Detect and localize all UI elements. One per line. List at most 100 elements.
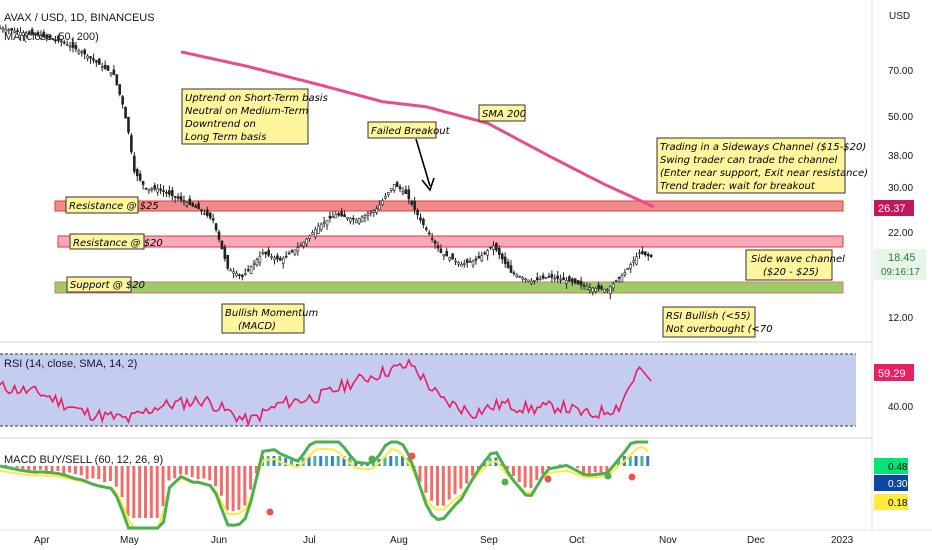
time-axis: Apr May Jun Jul Aug Sep Oct Nov Dec 2023 [34,535,854,546]
rsi-line [0,358,652,428]
price-candle [340,208,343,217]
price-candle [603,288,606,294]
price-candle [121,94,124,109]
price-candle [346,216,349,221]
month-label: Apr [34,535,50,546]
band-label-resistance-25: Resistance @ $25 [69,201,159,212]
macd-histogram-bar [348,457,352,466]
price-candle [141,180,145,190]
macd-cross-dot [501,478,509,486]
price-candle [24,30,28,39]
price-candle [465,258,469,268]
price-candle [200,208,203,215]
price-candle [144,187,148,190]
macd-badge-1 [874,458,908,474]
price-candle [611,281,615,292]
macd-histogram-bar [73,466,77,474]
price-candle [319,222,323,233]
price-candle [617,276,621,283]
price-candle [392,184,396,193]
note-rsi-line-1: RSI Bullish (<55) [666,311,751,322]
band-label-support-20: Support @ $20 [70,280,145,291]
currency-label: USD [889,11,910,22]
price-candle [165,189,168,198]
price-candle [206,206,209,218]
price-candle [515,272,519,279]
macd-histogram-bar [161,466,165,507]
macd-badge-2 [874,475,908,491]
macd-title: MACD BUY/SELL (60, 12, 26, 9) [4,454,163,466]
macd-histogram-bar [167,466,171,481]
macd-histogram-bar [108,466,112,482]
rsi-layer [0,358,652,428]
macd-histogram-bar [582,466,585,474]
month-label: Aug [390,535,408,546]
price-candle [68,41,72,52]
price-candle [36,30,40,37]
price-candle [103,60,107,70]
price-candle [556,270,560,283]
macd-histogram-bar [319,456,323,466]
note-failed-box [367,121,437,139]
price-candle [299,242,303,248]
macd-line [0,440,649,530]
price-candle [553,274,557,282]
price-candle [4,24,8,36]
price-candle [173,195,177,203]
price-candle [597,281,600,292]
note-trend-line-3: Downtrend on [185,119,256,130]
price-candle [0,24,2,30]
macd-histogram-bar [605,466,609,473]
macd-histogram-bar [138,466,142,518]
price-candle [223,244,227,262]
macd-histogram-bar [441,466,445,506]
failed-arrow-shaft [415,138,431,187]
price-candle [270,253,273,260]
macd-layer [0,440,650,530]
price-candle [369,210,373,217]
price-candle [544,277,548,280]
price-candle [258,251,262,267]
price-candle [33,31,37,36]
price-candle [273,255,276,265]
price-candle [226,254,230,271]
macd-histogram-bar [179,466,183,475]
rsi-value-text: 59.29 [878,368,906,380]
price-candle [106,64,110,71]
symbol-title: AVAX / USD, 1D, BINANCEUS [4,12,155,24]
price-candle [22,30,25,41]
price-candle [649,253,653,258]
price-candle [252,259,256,271]
macd-badge-2-text: 0.30 [888,479,908,490]
price-candle [127,116,130,135]
price-candle [246,265,250,273]
price-candle [185,200,189,208]
macd-histogram-bar [44,466,48,471]
macd-histogram-bar [149,466,153,518]
price-candle [19,27,22,42]
macd-histogram-bar [471,466,475,476]
macd-histogram-bar [290,459,293,466]
price-candle [135,167,139,182]
price-candle [13,27,16,34]
price-candle [62,39,66,45]
price-candle [115,74,119,87]
macd-histogram-bar [576,466,580,469]
price-candle [419,213,422,224]
macd-histogram-bar [587,466,591,474]
macd-histogram-bar [91,466,95,479]
macd-histogram-bar [243,466,247,506]
price-candle [168,185,171,198]
macd-histogram-bar [284,458,288,466]
macd-histogram-bar [68,466,72,473]
price-candle [10,27,13,34]
note-side-box [745,249,833,281]
note-bullish-line-1: Bullish Momentum [225,308,318,319]
price-candle [492,241,495,256]
note-sma200-box [478,104,526,122]
price-tick: 70.00 [888,66,913,77]
macd-histogram-bar [529,466,533,488]
price-candle [45,33,49,42]
price-candle [535,272,539,283]
